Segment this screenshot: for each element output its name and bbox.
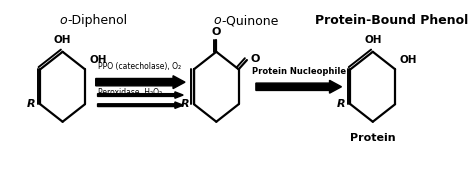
Text: Protein: Protein [350,133,396,143]
Text: Protein-Bound Phenol: Protein-Bound Phenol [315,14,468,27]
Text: OH: OH [90,55,107,65]
Text: R: R [181,99,190,109]
Text: o: o [60,14,67,27]
Polygon shape [256,80,341,93]
Text: O: O [251,54,260,64]
Text: -Diphenol: -Diphenol [67,14,128,27]
Polygon shape [98,92,183,98]
Text: R: R [337,99,346,109]
Text: Protein Nucleophile: Protein Nucleophile [252,67,346,76]
Polygon shape [96,76,185,89]
Text: Peroxidase, H₂O₂: Peroxidase, H₂O₂ [98,88,162,97]
Text: O: O [211,27,221,37]
Text: R: R [27,99,36,109]
Text: OH: OH [400,55,417,65]
Text: o: o [213,14,221,27]
Text: PPO (catecholase), O₂: PPO (catecholase), O₂ [98,62,181,71]
Text: OH: OH [54,35,72,45]
Text: -Quinone: -Quinone [221,14,278,27]
Text: Auto-oxidation, O₂: Auto-oxidation, O₂ [98,78,168,87]
Text: OH: OH [364,35,382,45]
Polygon shape [98,102,183,108]
